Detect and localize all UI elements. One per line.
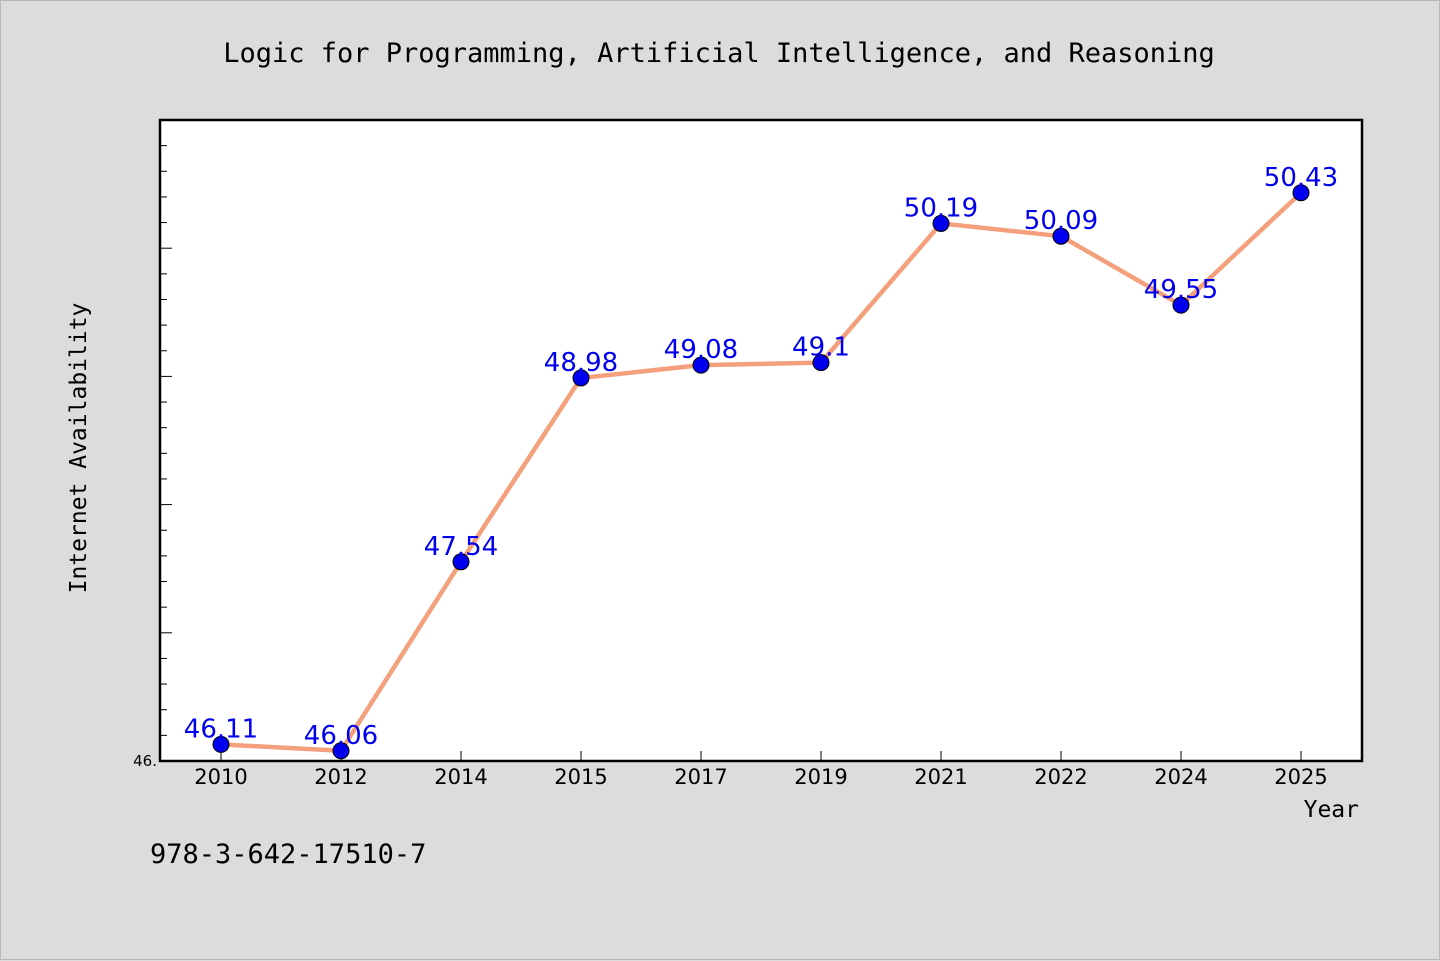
x-tick-label: 2012 [314,765,367,789]
data-point [812,354,830,372]
data-label: 46.06 [304,721,378,751]
x-tick-label: 2014 [434,765,487,789]
data-point [1292,184,1310,202]
x-tick-label: 2024 [1154,765,1207,789]
data-label: 47.54 [424,532,498,562]
data-label: 49.1 [792,333,850,363]
data-labels: 46.11 46.06 47.54 48.98 49.08 49.1 50.19 50.09 4… [184,163,1338,751]
x-tick-label: 2022 [1034,765,1087,789]
data-point [1052,227,1070,245]
x-tick-label: 2017 [674,765,727,789]
data-point [332,742,350,760]
series-line-group [220,191,1303,754]
data-label: 46.11 [184,714,258,744]
x-tick-label: 2010 [194,765,247,789]
footnote-isbn: 978-3-642-17510-7 [150,839,426,870]
plot-area [158,118,1364,763]
data-point [1172,296,1190,314]
data-label: 50.43 [1264,163,1338,193]
data-point [692,356,710,374]
data-label: 49.08 [664,335,738,365]
data-label: 50.19 [904,193,978,223]
series-line [220,191,1303,754]
data-point [572,369,590,387]
x-axis-ticks: 2010 2012 2014 2015 2017 2019 2021 2022 2024 2025 [194,751,1328,789]
y-axis-title: Internet Availability [66,303,92,594]
x-tick-label: 2015 [554,765,607,789]
data-point [212,735,230,753]
x-axis-title: Year [1304,797,1359,823]
data-label: 49.55 [1144,275,1218,305]
y-axis-ticks: 46. [133,119,172,770]
x-tick-label: 2021 [914,765,967,789]
x-tick-label: 2025 [1274,765,1327,789]
data-point [452,553,470,571]
data-label: 50.09 [1024,206,1098,236]
y-tick-label: 46. [133,752,157,770]
data-point [932,214,950,232]
x-tick-label: 2019 [794,765,847,789]
series-markers [212,184,1310,760]
data-label: 48.98 [544,348,618,378]
chart-title: Logic for Programming, Artificial Intell… [223,38,1215,69]
